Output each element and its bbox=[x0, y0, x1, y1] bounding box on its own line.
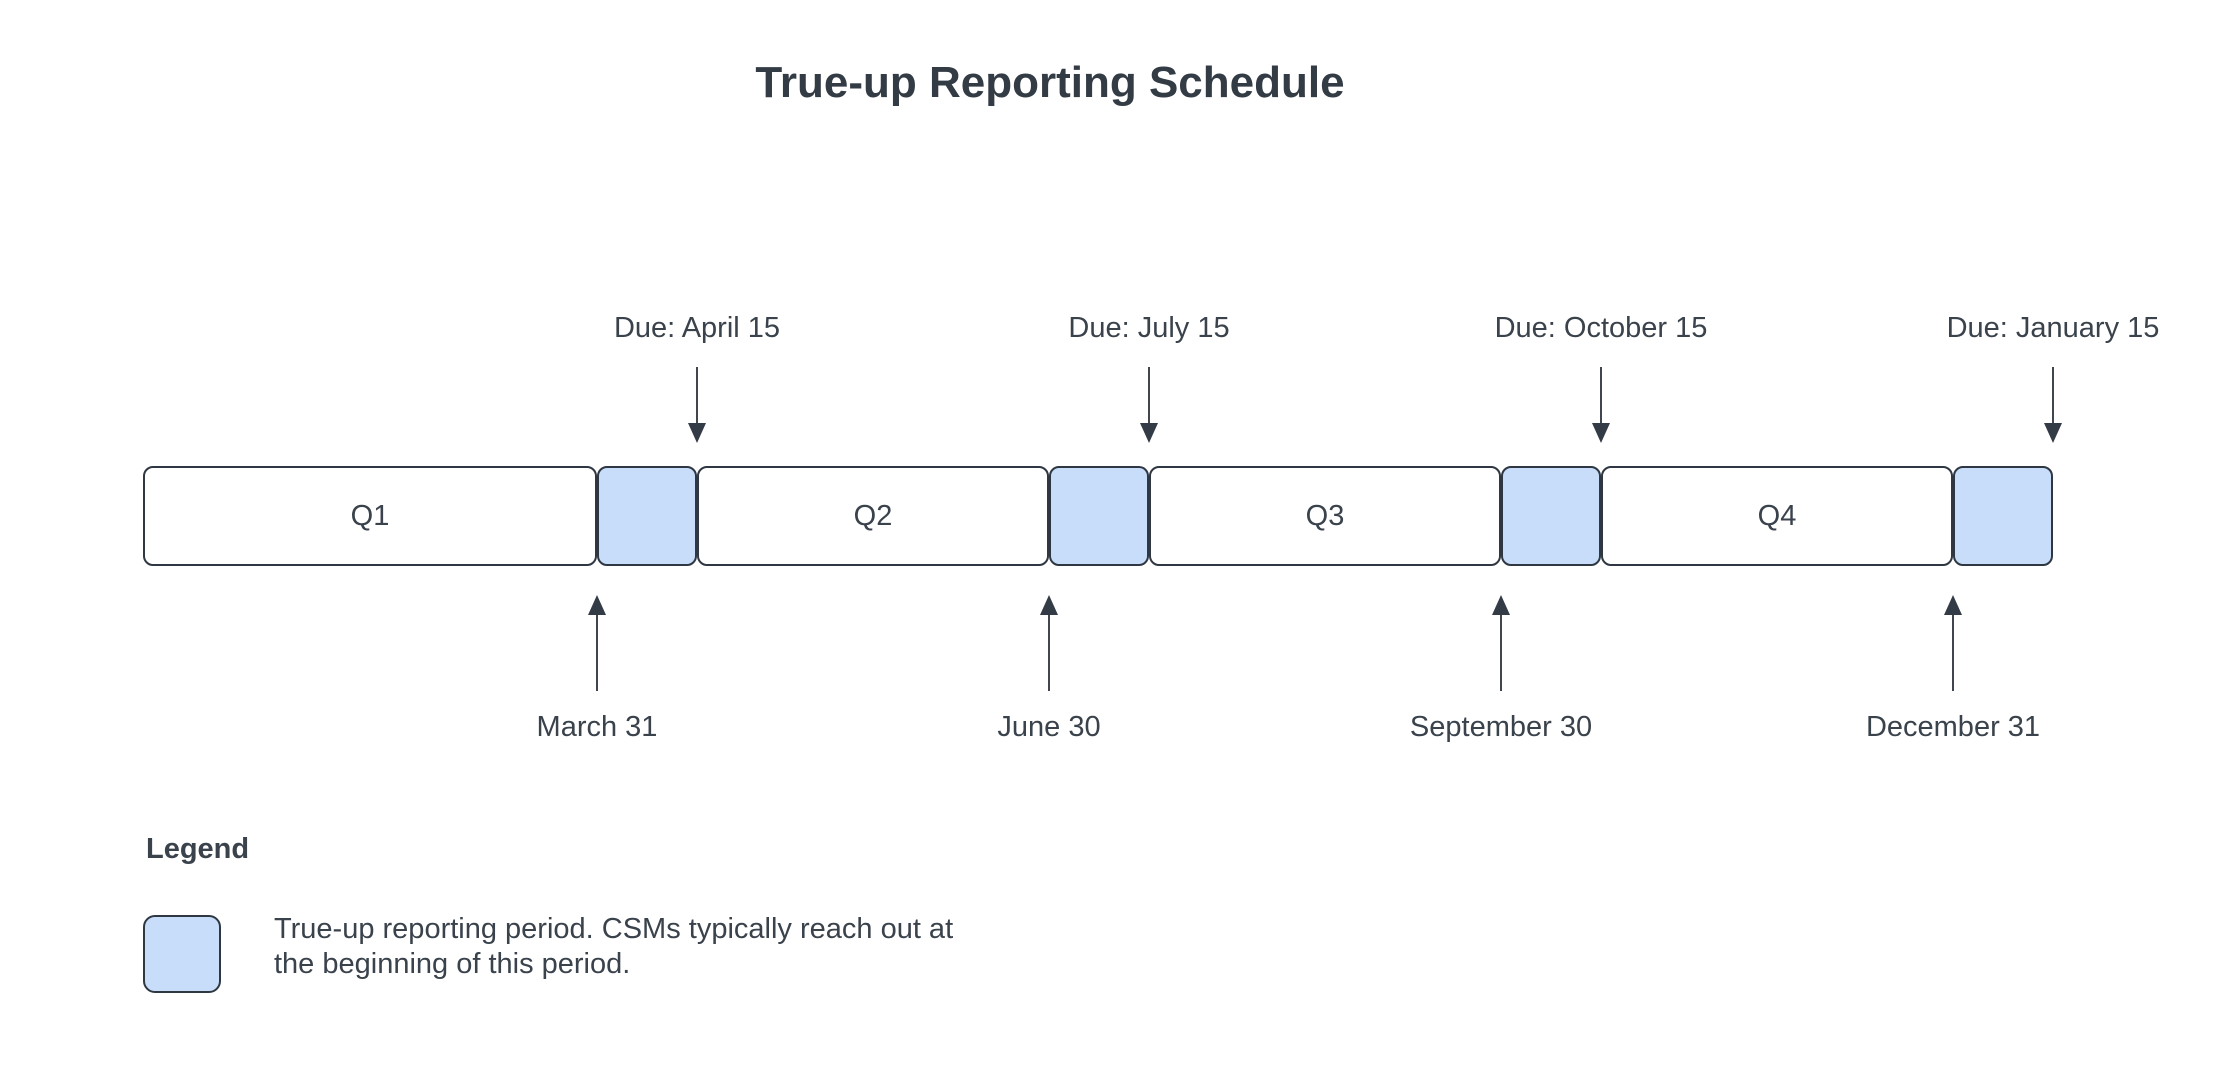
trueup-period-box bbox=[1953, 466, 2053, 566]
quarter-label: Q4 bbox=[1757, 499, 1797, 532]
arrowhead-down-icon bbox=[1592, 423, 1610, 443]
arrow-down-icon bbox=[1592, 367, 1610, 443]
arrow-up-icon bbox=[588, 595, 606, 691]
due-label-july: Due: July 15 bbox=[1068, 312, 1230, 344]
quarter-box-q2: Q2 bbox=[697, 466, 1049, 566]
date-label-june: June 30 bbox=[997, 711, 1101, 743]
arrowhead-down-icon bbox=[2044, 423, 2062, 443]
arrowhead-down-icon bbox=[688, 423, 706, 443]
arrowhead-up-icon bbox=[1040, 595, 1058, 615]
arrow-line bbox=[696, 367, 698, 423]
trueup-period-box bbox=[1501, 466, 1601, 566]
arrow-line bbox=[1048, 615, 1050, 691]
arrow-down-icon bbox=[688, 367, 706, 443]
arrow-line bbox=[596, 615, 598, 691]
date-label-march: March 31 bbox=[536, 711, 658, 743]
arrowhead-down-icon bbox=[1140, 423, 1158, 443]
quarter-label: Q2 bbox=[853, 499, 893, 532]
arrowhead-up-icon bbox=[1944, 595, 1962, 615]
arrow-line bbox=[1148, 367, 1150, 423]
legend-heading: Legend bbox=[146, 833, 250, 865]
trueup-period-box bbox=[597, 466, 697, 566]
arrowhead-up-icon bbox=[1492, 595, 1510, 615]
arrowhead-up-icon bbox=[588, 595, 606, 615]
due-label-october: Due: October 15 bbox=[1494, 312, 1708, 344]
arrow-line bbox=[2052, 367, 2054, 423]
arrow-up-icon bbox=[1492, 595, 1510, 691]
trueup-period-swatch bbox=[143, 915, 221, 993]
quarter-label: Q1 bbox=[350, 499, 390, 532]
arrow-up-icon bbox=[1040, 595, 1058, 691]
date-label-september: September 30 bbox=[1409, 711, 1593, 743]
due-label-january: Due: January 15 bbox=[1946, 312, 2160, 344]
quarter-box-q1: Q1 bbox=[143, 466, 597, 566]
quarter-box-q3: Q3 bbox=[1149, 466, 1501, 566]
legend-item-text: True-up reporting period. CSMs typically… bbox=[274, 913, 954, 980]
date-label-december: December 31 bbox=[1865, 711, 2041, 743]
quarter-label: Q3 bbox=[1305, 499, 1345, 532]
arrow-line bbox=[1600, 367, 1602, 423]
arrow-line bbox=[1500, 615, 1502, 691]
arrow-line bbox=[1952, 615, 1954, 691]
arrow-up-icon bbox=[1944, 595, 1962, 691]
trueup-period-box bbox=[1049, 466, 1149, 566]
quarter-box-q4: Q4 bbox=[1601, 466, 1953, 566]
page-title: True-up Reporting Schedule bbox=[755, 58, 1345, 107]
arrow-down-icon bbox=[2044, 367, 2062, 443]
due-label-april: Due: April 15 bbox=[613, 312, 781, 344]
arrow-down-icon bbox=[1140, 367, 1158, 443]
